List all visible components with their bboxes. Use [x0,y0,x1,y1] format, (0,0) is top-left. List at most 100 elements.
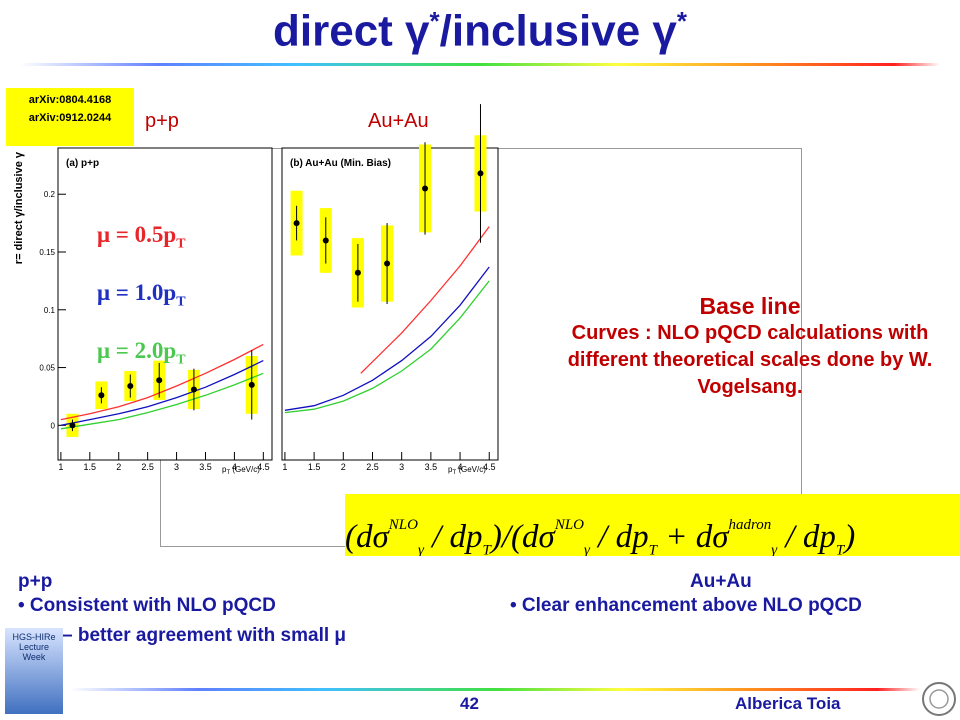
formula-part: / dp [423,519,483,555]
x-label-rest: (GeV/c) [230,465,260,474]
y-label: r= direct γ/inclusive γ [13,151,25,264]
nlo-curve [360,226,490,374]
formula-part: hadron [728,517,772,533]
y-tick-label: 0.15 [39,248,55,257]
point [156,377,163,384]
scale-text: μ = 2.0p [97,338,177,363]
formula-part: + dσ [656,519,729,555]
panel-title: (b) Au+Au (Min. Bias) [290,158,391,169]
x-tick-label: 4 [458,462,463,472]
x-tick-label: 4 [232,462,237,472]
scale-text: μ = 0.5p [97,222,177,247]
scale-label: μ = 1.0pT [97,280,186,311]
x-tick-label: 1.5 [84,462,97,472]
x-tick-label: 3 [174,462,179,472]
y-tick-label: 0.05 [39,364,55,373]
refs: arXiv:0804.4168 arXiv:0912.0244 [6,88,134,146]
x-tick-label: 4.5 [257,462,270,472]
formula-part: NLO [554,517,584,533]
author: Alberica Toia [735,694,841,713]
heading: p+p [18,571,53,592]
formula-part: γ [417,542,424,556]
point [422,185,429,192]
point [322,237,329,244]
scale-sub: T [176,352,186,368]
title: direct γ*/inclusive γ* [0,6,960,57]
plot: (a) p+p1 1.5 2 2.5 3 3.5 4 4.500.050.10.150.2pT… [13,104,499,476]
x-tick-label: 3.5 [425,462,438,472]
scale-label: μ = 0.5pT [97,222,186,253]
baseline-title: Base line [699,293,801,319]
x-label-rest: (GeV/c) [456,465,486,474]
nlo-curve [60,372,264,430]
heading: Au+Au [690,571,752,592]
point [190,386,197,393]
point [477,170,484,177]
title-text: direct γ [273,6,430,56]
scale-sub: T [176,236,186,252]
bullet: • Consistent with NLO pQCD [18,595,276,616]
x-label: pT (GeV/c) [222,465,260,476]
x-tick-label: 2.5 [141,462,154,472]
title-sup: * [429,6,440,36]
baseline: Base line Curves : NLO pQCD calculations … [555,293,945,401]
x-tick-label: 1 [282,462,287,472]
x-tick-label: 3.5 [199,462,212,472]
formula-part: T [482,542,491,556]
point [127,383,134,390]
x-tick-label: 4.5 [483,462,496,472]
x-label-sub: T [226,470,230,476]
auau-conclusion: Au+Au • Clear enhancement above NLO pQCD [510,570,930,618]
point [69,422,76,429]
nlo-curve [60,343,264,421]
scale-label: μ = 2.0pT [97,338,186,369]
y-tick-label: 0.1 [44,306,56,315]
x-tick-label: 3 [399,462,404,472]
ref: arXiv:0912.0244 [28,112,112,124]
title-text: /inclusive γ [439,6,677,56]
nlo-curve [60,360,264,426]
point [293,220,300,227]
scale-text: μ = 1.0p [97,280,177,305]
formula-part: (dσ [345,519,389,555]
plot-area [281,147,499,461]
y-tick-label: 0 [51,421,56,430]
panel-label: p+p [145,110,179,132]
rule [20,63,940,66]
pp-conclusion: p+p • Consistent with NLO pQCD – better … [18,570,346,648]
formula-part: )/(dσ [490,519,555,555]
rule [70,688,920,691]
formula-part: ) [844,519,856,555]
x-tick-label: 1 [58,462,63,472]
x-tick-label: 2 [341,462,346,472]
logo-text: HGS-HIRe Lecture Week [12,632,56,662]
point [98,392,105,399]
nlo-curve [284,266,490,411]
bullet: • Clear enhancement above NLO pQCD [510,595,862,616]
ref: arXiv:0804.4168 [28,94,112,106]
formula-part: γ [584,542,590,556]
point [384,260,391,267]
title-sup: * [676,6,687,36]
formula: (dσNLOγ / dpT)/(dσNLOγ / dpT + dσhadronγ… [345,494,960,556]
x-tick-label: 2 [116,462,121,472]
x-label-text: p [222,465,227,474]
logo: HGS-HIRe Lecture Week [5,628,63,714]
cern-logo [922,682,956,716]
formula-part: / dp [777,519,836,555]
panel-title: (a) p+p [66,158,99,169]
panel-label: Au+Au [368,110,429,132]
x-label: pT (GeV/c) [448,465,486,476]
formula-part: / dp [589,519,649,555]
baseline-text: Curves : NLO pQCD calculations with diff… [567,322,933,398]
x-tick-label: 2.5 [366,462,379,472]
bullet: – better agreement with small μ [62,625,347,646]
point [354,269,361,276]
formula-part: T [835,542,845,556]
x-label-sub: T [452,470,456,476]
x-tick-label: 1.5 [308,462,321,472]
page-number: 42 [460,694,479,713]
point [248,381,255,388]
x-label-text: p [448,465,453,474]
